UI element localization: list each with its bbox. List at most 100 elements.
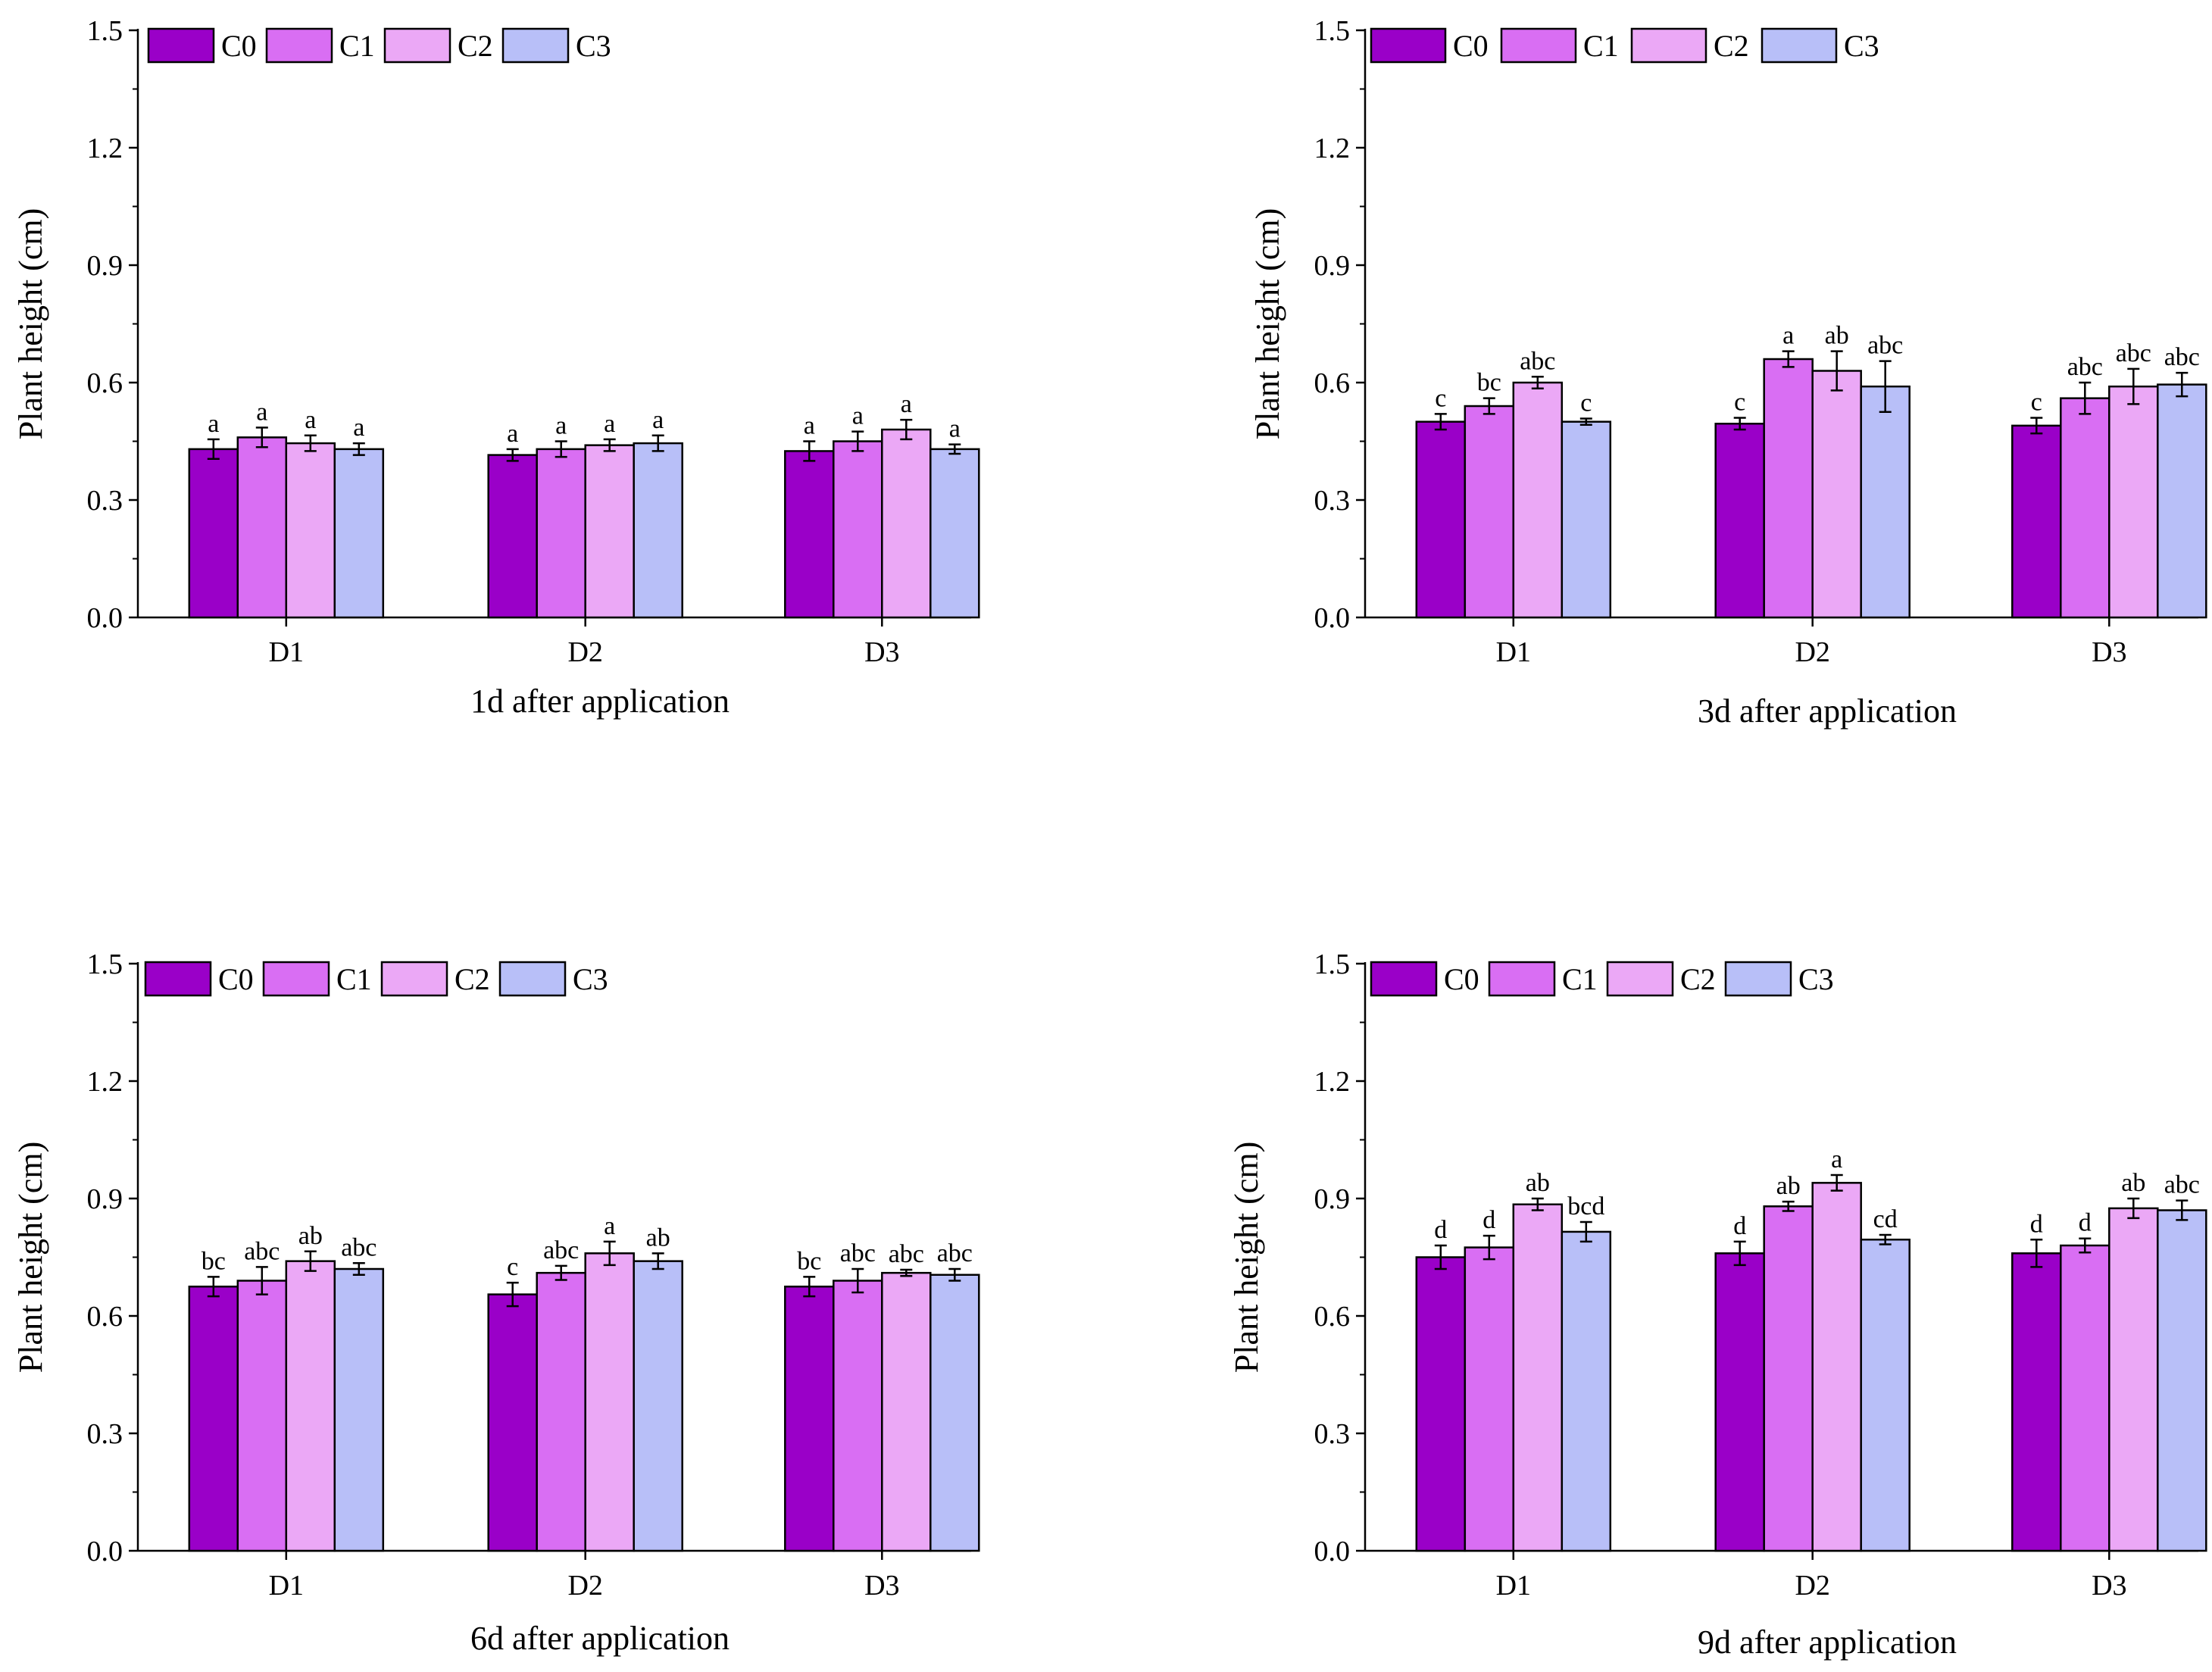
x-tick-label: D1 bbox=[269, 636, 304, 668]
legend-swatch-C3 bbox=[498, 961, 567, 997]
bar-C3-D3 bbox=[2157, 383, 2207, 619]
bar-C1-D1 bbox=[1464, 1246, 1515, 1552]
bar-C0-D2 bbox=[487, 1293, 538, 1552]
bar-C1-D1 bbox=[236, 436, 288, 619]
significance-letter: abc bbox=[1867, 332, 1903, 360]
x-tick-label: D2 bbox=[567, 1570, 602, 1602]
significance-letter: a bbox=[852, 402, 864, 430]
y-tick-label: 1.5 bbox=[1314, 949, 1351, 980]
significance-letter: a bbox=[804, 412, 815, 440]
legend-label-C1: C1 bbox=[1583, 29, 1619, 63]
x-tick-label: D2 bbox=[1795, 1570, 1829, 1602]
bar-C0-D2 bbox=[487, 454, 538, 619]
y-tick-label: 1.2 bbox=[1314, 1066, 1351, 1098]
legend-swatch-C2 bbox=[1606, 961, 1674, 997]
legend-swatch-C3 bbox=[501, 27, 570, 64]
y-tick-label: 0.6 bbox=[87, 367, 123, 399]
y-tick-label: 1.5 bbox=[87, 949, 123, 980]
bar-C3-D1 bbox=[333, 448, 385, 619]
significance-letter: ab bbox=[1776, 1172, 1801, 1200]
y-tick-label: 1.5 bbox=[87, 15, 123, 47]
legend-label-C1: C1 bbox=[336, 962, 372, 996]
bar-C3-D3 bbox=[2157, 1209, 2207, 1552]
significance-letter: bc bbox=[202, 1247, 226, 1275]
y-tick-label: 0.9 bbox=[87, 250, 123, 282]
y-tick-label: 0.6 bbox=[1314, 1301, 1351, 1333]
legend-swatch-C1 bbox=[1500, 27, 1577, 64]
y-tick-label: 1.5 bbox=[1314, 15, 1351, 47]
bar-C2-D2 bbox=[584, 444, 635, 619]
significance-letter: c bbox=[1734, 389, 1745, 417]
legend-label-C3: C3 bbox=[573, 962, 608, 996]
bar-C2-D1 bbox=[1512, 381, 1564, 619]
significance-letter: abc bbox=[840, 1239, 876, 1267]
legend-label-C0: C0 bbox=[1453, 29, 1489, 63]
legend-swatch-C0 bbox=[144, 961, 212, 997]
significance-letter: ab bbox=[298, 1222, 323, 1250]
y-tick-label: 0.9 bbox=[1314, 1183, 1351, 1215]
significance-letter: a bbox=[305, 406, 316, 434]
bar-C3-D2 bbox=[633, 1260, 683, 1552]
bar-C2-D3 bbox=[2108, 1207, 2159, 1552]
significance-letter: a bbox=[604, 410, 615, 438]
significance-letter: abc bbox=[341, 1233, 376, 1261]
x-tick-label: D3 bbox=[2092, 1570, 2126, 1602]
x-tick-label: D3 bbox=[864, 1570, 899, 1602]
bar-C3-D1 bbox=[1561, 1230, 1612, 1552]
significance-letter: abc bbox=[2164, 1171, 2200, 1199]
y-tick-label: 0.0 bbox=[1314, 602, 1351, 634]
significance-letter: abc bbox=[244, 1237, 280, 1265]
bar-C3-D3 bbox=[929, 1274, 980, 1552]
bar-C1-D3 bbox=[833, 440, 883, 619]
x-axis-title: 9d after application bbox=[1698, 1624, 1957, 1661]
legend-swatch-C1 bbox=[265, 27, 333, 64]
bar-C0-D1 bbox=[1415, 1256, 1467, 1552]
significance-letter: c bbox=[1580, 389, 1592, 417]
y-tick-label: 0.0 bbox=[1314, 1536, 1351, 1567]
y-tick-label: 1.2 bbox=[87, 1066, 123, 1098]
bar-C2-D1 bbox=[285, 442, 336, 619]
significance-letter: ab bbox=[646, 1224, 670, 1252]
bar-C0-D3 bbox=[784, 450, 835, 619]
significance-letter: d bbox=[1434, 1216, 1447, 1244]
bar-C0-D1 bbox=[1415, 420, 1467, 619]
significance-letter: ab bbox=[1526, 1169, 1550, 1197]
bar-C2-D1 bbox=[1512, 1203, 1564, 1552]
bar-C0-D3 bbox=[784, 1286, 835, 1552]
legend-label-C2: C2 bbox=[1714, 29, 1749, 63]
significance-letter: bc bbox=[1477, 369, 1501, 397]
legend-swatch-C2 bbox=[1630, 27, 1707, 64]
significance-letter: d bbox=[1482, 1206, 1495, 1234]
bar-C3-D1 bbox=[1561, 420, 1612, 619]
legend-swatch-C3 bbox=[1724, 961, 1792, 997]
legend-label-C2: C2 bbox=[458, 29, 493, 63]
legend-label-C1: C1 bbox=[339, 29, 375, 63]
significance-letter: cd bbox=[1873, 1205, 1898, 1233]
y-tick-label: 0.9 bbox=[1314, 250, 1351, 282]
legend-label-C3: C3 bbox=[576, 29, 611, 63]
legend-swatch-C0 bbox=[147, 27, 215, 64]
bar-C3-D1 bbox=[333, 1267, 385, 1552]
x-tick-label: D3 bbox=[2092, 636, 2126, 668]
y-tick-label: 0.3 bbox=[1314, 485, 1351, 517]
bar-C2-D3 bbox=[2108, 385, 2159, 619]
significance-letter: d bbox=[1733, 1212, 1746, 1240]
y-tick-label: 1.2 bbox=[87, 133, 123, 164]
x-axis-title: 6d after application bbox=[470, 1620, 730, 1657]
significance-letter: abc bbox=[2067, 353, 2103, 381]
y-axis-title: Plant height (cm) bbox=[12, 1142, 49, 1374]
bar-C1-D2 bbox=[1763, 358, 1814, 619]
y-tick-label: 0.6 bbox=[87, 1301, 123, 1333]
significance-letter: a bbox=[949, 415, 961, 443]
x-tick-label: D3 bbox=[864, 636, 899, 668]
y-tick-label: 0.0 bbox=[87, 1536, 123, 1567]
significance-letter: bcd bbox=[1567, 1192, 1604, 1220]
bar-C1-D3 bbox=[2060, 397, 2110, 619]
legend-label-C3: C3 bbox=[1844, 29, 1879, 63]
significance-letter: abc bbox=[543, 1236, 579, 1264]
x-axis-title: 1d after application bbox=[470, 683, 730, 720]
bar-C1-D2 bbox=[536, 448, 586, 619]
bar-C1-D2 bbox=[1763, 1205, 1814, 1552]
significance-letter: a bbox=[604, 1212, 615, 1240]
